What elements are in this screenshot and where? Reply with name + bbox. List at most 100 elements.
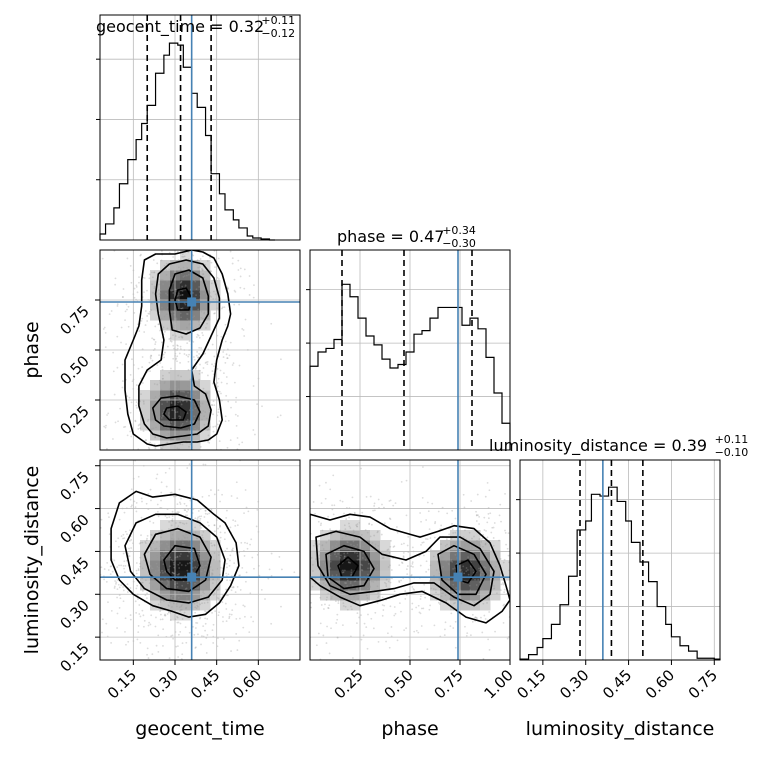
sample-point xyxy=(232,519,235,522)
title-luminosity_distance: luminosity_distance = 0.39 +0.11 −0.10 xyxy=(489,433,748,459)
sample-point xyxy=(149,623,152,626)
sample-point xyxy=(468,584,471,587)
title-lower-error: −0.10 xyxy=(715,446,749,459)
sample-point xyxy=(310,601,312,604)
sample-point xyxy=(171,579,174,581)
truth-marker xyxy=(187,297,197,307)
density-cell xyxy=(360,570,371,581)
sample-point xyxy=(137,367,140,370)
sample-point xyxy=(470,500,473,502)
sample-point xyxy=(411,561,414,564)
sample-point xyxy=(168,516,171,519)
sample-point xyxy=(334,551,337,554)
density-cell xyxy=(190,520,201,531)
sample-point xyxy=(202,273,205,275)
density-cell xyxy=(140,390,151,401)
sample-point xyxy=(242,604,245,607)
sample-point xyxy=(197,510,200,512)
density-cell xyxy=(210,570,221,581)
sample-point xyxy=(425,519,428,521)
sample-point xyxy=(187,273,190,276)
sample-point xyxy=(128,555,131,557)
sample-point xyxy=(210,489,212,491)
sample-point xyxy=(124,310,127,313)
sample-point xyxy=(171,515,174,518)
sample-point xyxy=(349,582,352,585)
sample-point xyxy=(323,608,325,610)
sample-point xyxy=(396,526,398,528)
sample-point xyxy=(135,404,138,407)
density-cell xyxy=(180,300,191,311)
density-cell xyxy=(160,260,171,271)
sample-point xyxy=(163,315,166,318)
sample-point xyxy=(411,608,414,611)
sample-point xyxy=(141,366,144,368)
sample-point xyxy=(270,322,273,325)
density-cell xyxy=(330,540,341,551)
sample-point xyxy=(205,391,208,394)
sample-point xyxy=(199,617,201,620)
sample-point xyxy=(233,562,236,565)
sample-point xyxy=(158,415,161,418)
density-cell xyxy=(480,540,491,551)
sample-point xyxy=(174,320,177,323)
sample-point xyxy=(430,587,433,590)
sample-point xyxy=(425,538,427,540)
sample-point xyxy=(217,408,220,411)
sample-point xyxy=(210,261,213,264)
density-cell xyxy=(340,600,351,611)
sample-point xyxy=(148,312,151,315)
sample-point xyxy=(154,436,157,438)
density-cell xyxy=(320,570,331,581)
sample-point xyxy=(180,280,183,283)
sample-point xyxy=(181,390,184,393)
sample-point xyxy=(226,357,229,360)
sample-point xyxy=(151,567,154,570)
sample-point xyxy=(244,318,247,321)
sample-point xyxy=(475,514,478,516)
sample-point xyxy=(236,649,239,651)
density-cell xyxy=(200,570,211,581)
sample-point xyxy=(239,286,242,289)
sample-point xyxy=(113,587,116,589)
sample-point xyxy=(469,589,472,592)
sample-point xyxy=(199,294,202,297)
sample-point xyxy=(126,533,128,536)
sample-point xyxy=(206,392,209,395)
sample-point xyxy=(209,426,211,428)
sample-point xyxy=(250,538,253,541)
sample-point xyxy=(201,635,203,638)
sample-point xyxy=(158,293,161,296)
sample-point xyxy=(198,369,201,372)
sample-point xyxy=(360,533,363,536)
density-cell xyxy=(470,580,481,591)
sample-point xyxy=(345,535,347,537)
density-cell xyxy=(360,560,371,571)
density-cell xyxy=(430,580,441,591)
sample-point xyxy=(171,518,174,520)
sample-point xyxy=(236,524,239,527)
sample-point xyxy=(377,596,379,599)
sample-point xyxy=(171,533,174,536)
sample-point xyxy=(101,618,104,621)
sample-point xyxy=(157,323,160,326)
sample-point xyxy=(179,348,182,350)
sample-point xyxy=(440,595,443,598)
sample-point xyxy=(135,510,138,513)
sample-point xyxy=(239,275,242,278)
sample-point xyxy=(159,571,162,574)
density-cell xyxy=(190,420,201,431)
sample-point xyxy=(346,608,349,611)
sample-point xyxy=(381,557,384,559)
sample-point xyxy=(248,631,251,634)
sample-point xyxy=(377,548,380,551)
axis-label-x-geocent_time: geocent_time xyxy=(135,718,264,740)
sample-point xyxy=(186,562,189,565)
sample-point xyxy=(181,522,184,525)
sample-point xyxy=(206,360,209,363)
sample-point xyxy=(233,278,236,281)
sample-point xyxy=(471,598,474,601)
sample-point xyxy=(156,364,159,367)
sample-point xyxy=(178,352,181,355)
sample-point xyxy=(426,648,429,651)
